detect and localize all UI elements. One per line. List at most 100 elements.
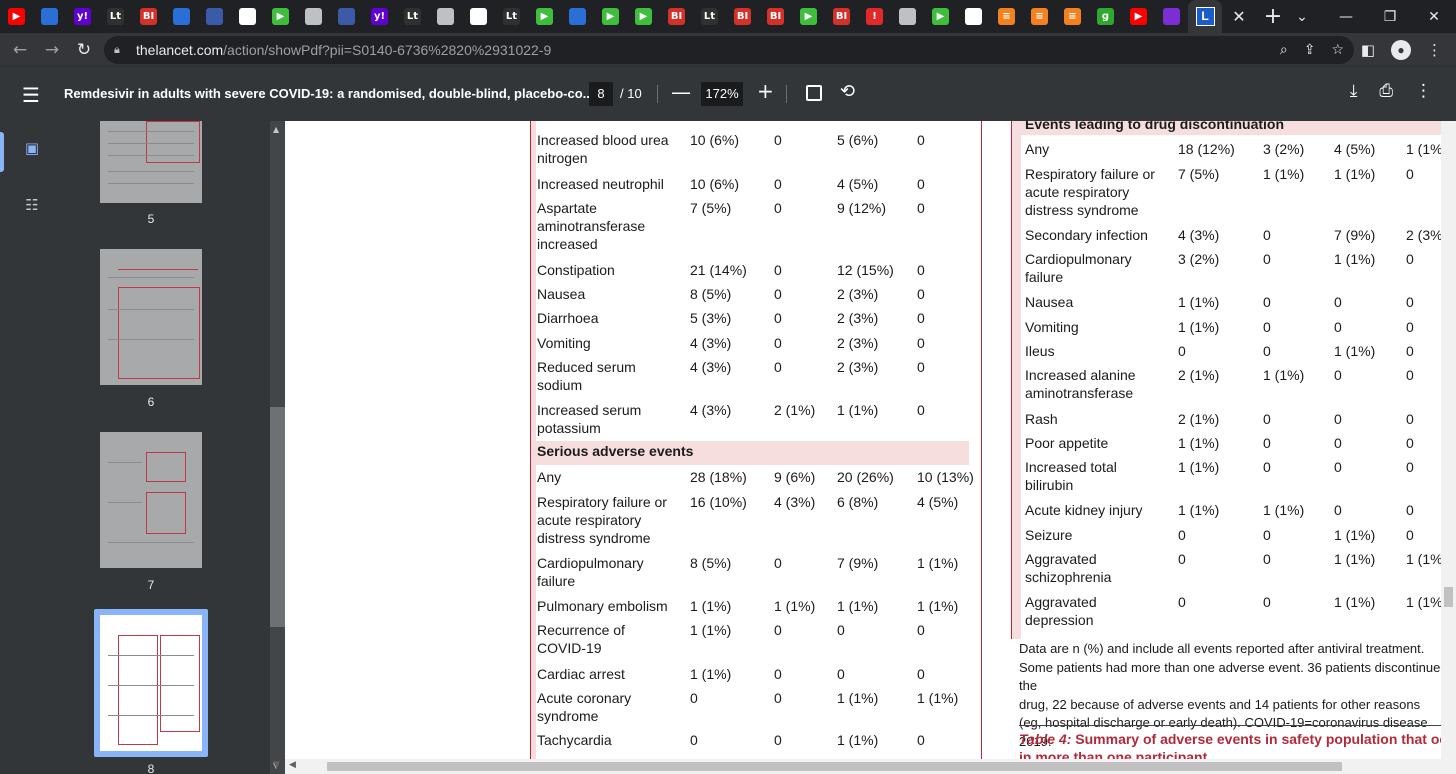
caption-text-continued: in more than one participant [1019, 749, 1208, 759]
tab-23[interactable]: BI [759, 0, 792, 33]
horizontal-scroll-thumb[interactable] [327, 762, 1342, 771]
url-text[interactable]: thelancet.com/action/showPdf?pii=S0140-6… [136, 42, 552, 58]
tab-15[interactable]: Lt [495, 0, 528, 33]
print-icon[interactable]: ⎙ [1379, 81, 1393, 101]
tab-19[interactable]: ▶ [627, 0, 660, 33]
tab-9[interactable] [297, 0, 330, 33]
thumbnails-view-icon[interactable]: ▣ [24, 139, 40, 157]
tab-6[interactable] [198, 0, 231, 33]
scroll-down-icon[interactable]: ▼ [273, 760, 280, 770]
tab-28[interactable]: ▶ [924, 0, 957, 33]
forward-button[interactable]: → [44, 40, 60, 60]
page-thumbnail-6[interactable] [100, 249, 202, 385]
tab-3[interactable]: Lt [99, 0, 132, 33]
tab-16[interactable]: ▶ [528, 0, 561, 33]
thumbnail-line [108, 277, 194, 278]
tab-1[interactable] [33, 0, 66, 33]
tab-24[interactable]: ▶ [792, 0, 825, 33]
page-number-input[interactable]: 8 [589, 82, 613, 106]
reload-button[interactable]: ↻ [76, 40, 92, 60]
right-cell: 1 (1%) [1178, 435, 1220, 451]
zoom-in-button[interactable]: + [757, 79, 774, 103]
fit-to-page-icon[interactable] [806, 85, 822, 101]
tab-7[interactable] [231, 0, 264, 33]
lock-icon[interactable]: 🔒︎ [114, 43, 120, 56]
thumbnail-line [108, 131, 194, 132]
tab-active[interactable]: L [1188, 0, 1222, 33]
tab-35[interactable] [1155, 0, 1188, 33]
page-thumbnail-5[interactable] [100, 121, 202, 203]
profile-avatar[interactable]: ● [1391, 40, 1411, 60]
side-panel-icon[interactable]: ◧ [1360, 41, 1375, 59]
omnibox[interactable]: 🔒︎ thelancet.com/action/showPdf?pii=S014… [104, 36, 1354, 64]
zoom-out-button[interactable]: — [671, 80, 691, 104]
zoom-icon[interactable]: ⌕ [1279, 42, 1288, 58]
tab-13[interactable] [429, 0, 462, 33]
page-thumbnail-7[interactable] [100, 432, 202, 568]
download-icon[interactable]: ⤓ [1349, 81, 1358, 101]
close-window-button[interactable]: ✕ [1428, 8, 1440, 25]
tab-8[interactable]: ▶ [264, 0, 297, 33]
tab-14[interactable] [462, 0, 495, 33]
tab-32[interactable]: ≡ [1056, 0, 1089, 33]
right-cell: 0 [1406, 294, 1414, 310]
tab-34[interactable]: ▶ [1122, 0, 1155, 33]
restore-button[interactable]: ❐ [1383, 8, 1397, 25]
tab-18[interactable]: ▶ [594, 0, 627, 33]
tab-26[interactable]: ! [858, 0, 891, 33]
rotate-icon[interactable]: ⟲ [840, 81, 856, 102]
tab-2[interactable]: y! [66, 0, 99, 33]
tab-0[interactable]: ▶ [0, 0, 33, 33]
scroll-down-icon[interactable]: ▼ [273, 761, 280, 770]
tab-4[interactable]: BI [132, 0, 165, 33]
scroll-up-icon[interactable]: ▲ [273, 125, 280, 134]
right-cell: 0 [1406, 343, 1414, 359]
share-icon[interactable]: ⇪ [1303, 42, 1316, 58]
tab-31[interactable]: ≡ [1023, 0, 1056, 33]
zoom-level-input[interactable]: 172% [701, 82, 743, 106]
yahoo-icon: y! [74, 8, 91, 25]
tab-20[interactable]: BI [660, 0, 693, 33]
right-row-label: Ileus [1025, 343, 1055, 359]
tab-21[interactable]: Lt [693, 0, 726, 33]
scroll-left-icon[interactable]: ◀ [289, 760, 296, 770]
hamburger-menu-icon[interactable]: ☰ [22, 83, 40, 107]
left-cell: 0 [917, 310, 925, 326]
serious-cell: 0 [774, 690, 782, 706]
tab-22[interactable]: BI [726, 0, 759, 33]
right-row-label: Increased total bilirubin [1025, 459, 1117, 493]
tab-30[interactable]: ≡ [990, 0, 1023, 33]
minimize-button[interactable]: — [1339, 8, 1353, 25]
play-icon: ▶ [536, 8, 553, 25]
tab-27[interactable] [891, 0, 924, 33]
tab-search-icon[interactable]: ⌄ [1296, 8, 1308, 25]
sidebar-scroll-thumb[interactable] [270, 407, 285, 627]
page-vertical-scrollbar[interactable] [1441, 121, 1456, 759]
tab-33[interactable]: g [1089, 0, 1122, 33]
document-title: Remdesivir in adults with severe COVID-1… [64, 86, 594, 101]
vertical-scroll-thumb[interactable] [1444, 587, 1453, 607]
back-button[interactable]: ← [12, 40, 28, 60]
page-thumbnail-8[interactable] [100, 615, 202, 751]
tab-29[interactable] [957, 0, 990, 33]
tab-5[interactable] [165, 0, 198, 33]
serious-cell: 1 (1%) [774, 598, 816, 614]
left-cell: 12 (15%) [837, 262, 894, 278]
bookmark-star-icon[interactable]: ☆ [1331, 42, 1344, 58]
right-cell: 1 (1%) [1334, 251, 1376, 267]
left-cell: 1 (1%) [837, 402, 879, 418]
browser-menu-icon[interactable]: ⋮ [1427, 41, 1442, 59]
tab-25[interactable]: BI [825, 0, 858, 33]
outline-view-icon[interactable]: ☷ [25, 196, 39, 214]
tab-10[interactable] [330, 0, 363, 33]
new-tab-button[interactable]: + [1263, 4, 1283, 29]
left-cell: 0 [774, 176, 782, 192]
close-tab-icon[interactable]: ✕ [1232, 7, 1246, 26]
more-options-icon[interactable]: ⋮ [1415, 81, 1432, 101]
tab-17[interactable] [561, 0, 594, 33]
tab-12[interactable]: Lt [396, 0, 429, 33]
sidebar-scrollbar[interactable]: ▲ ▼ [270, 121, 285, 774]
thumbnail-line [108, 309, 194, 310]
tab-11[interactable]: y! [363, 0, 396, 33]
page-horizontal-scrollbar[interactable]: ▼ ◀ [273, 759, 1456, 774]
